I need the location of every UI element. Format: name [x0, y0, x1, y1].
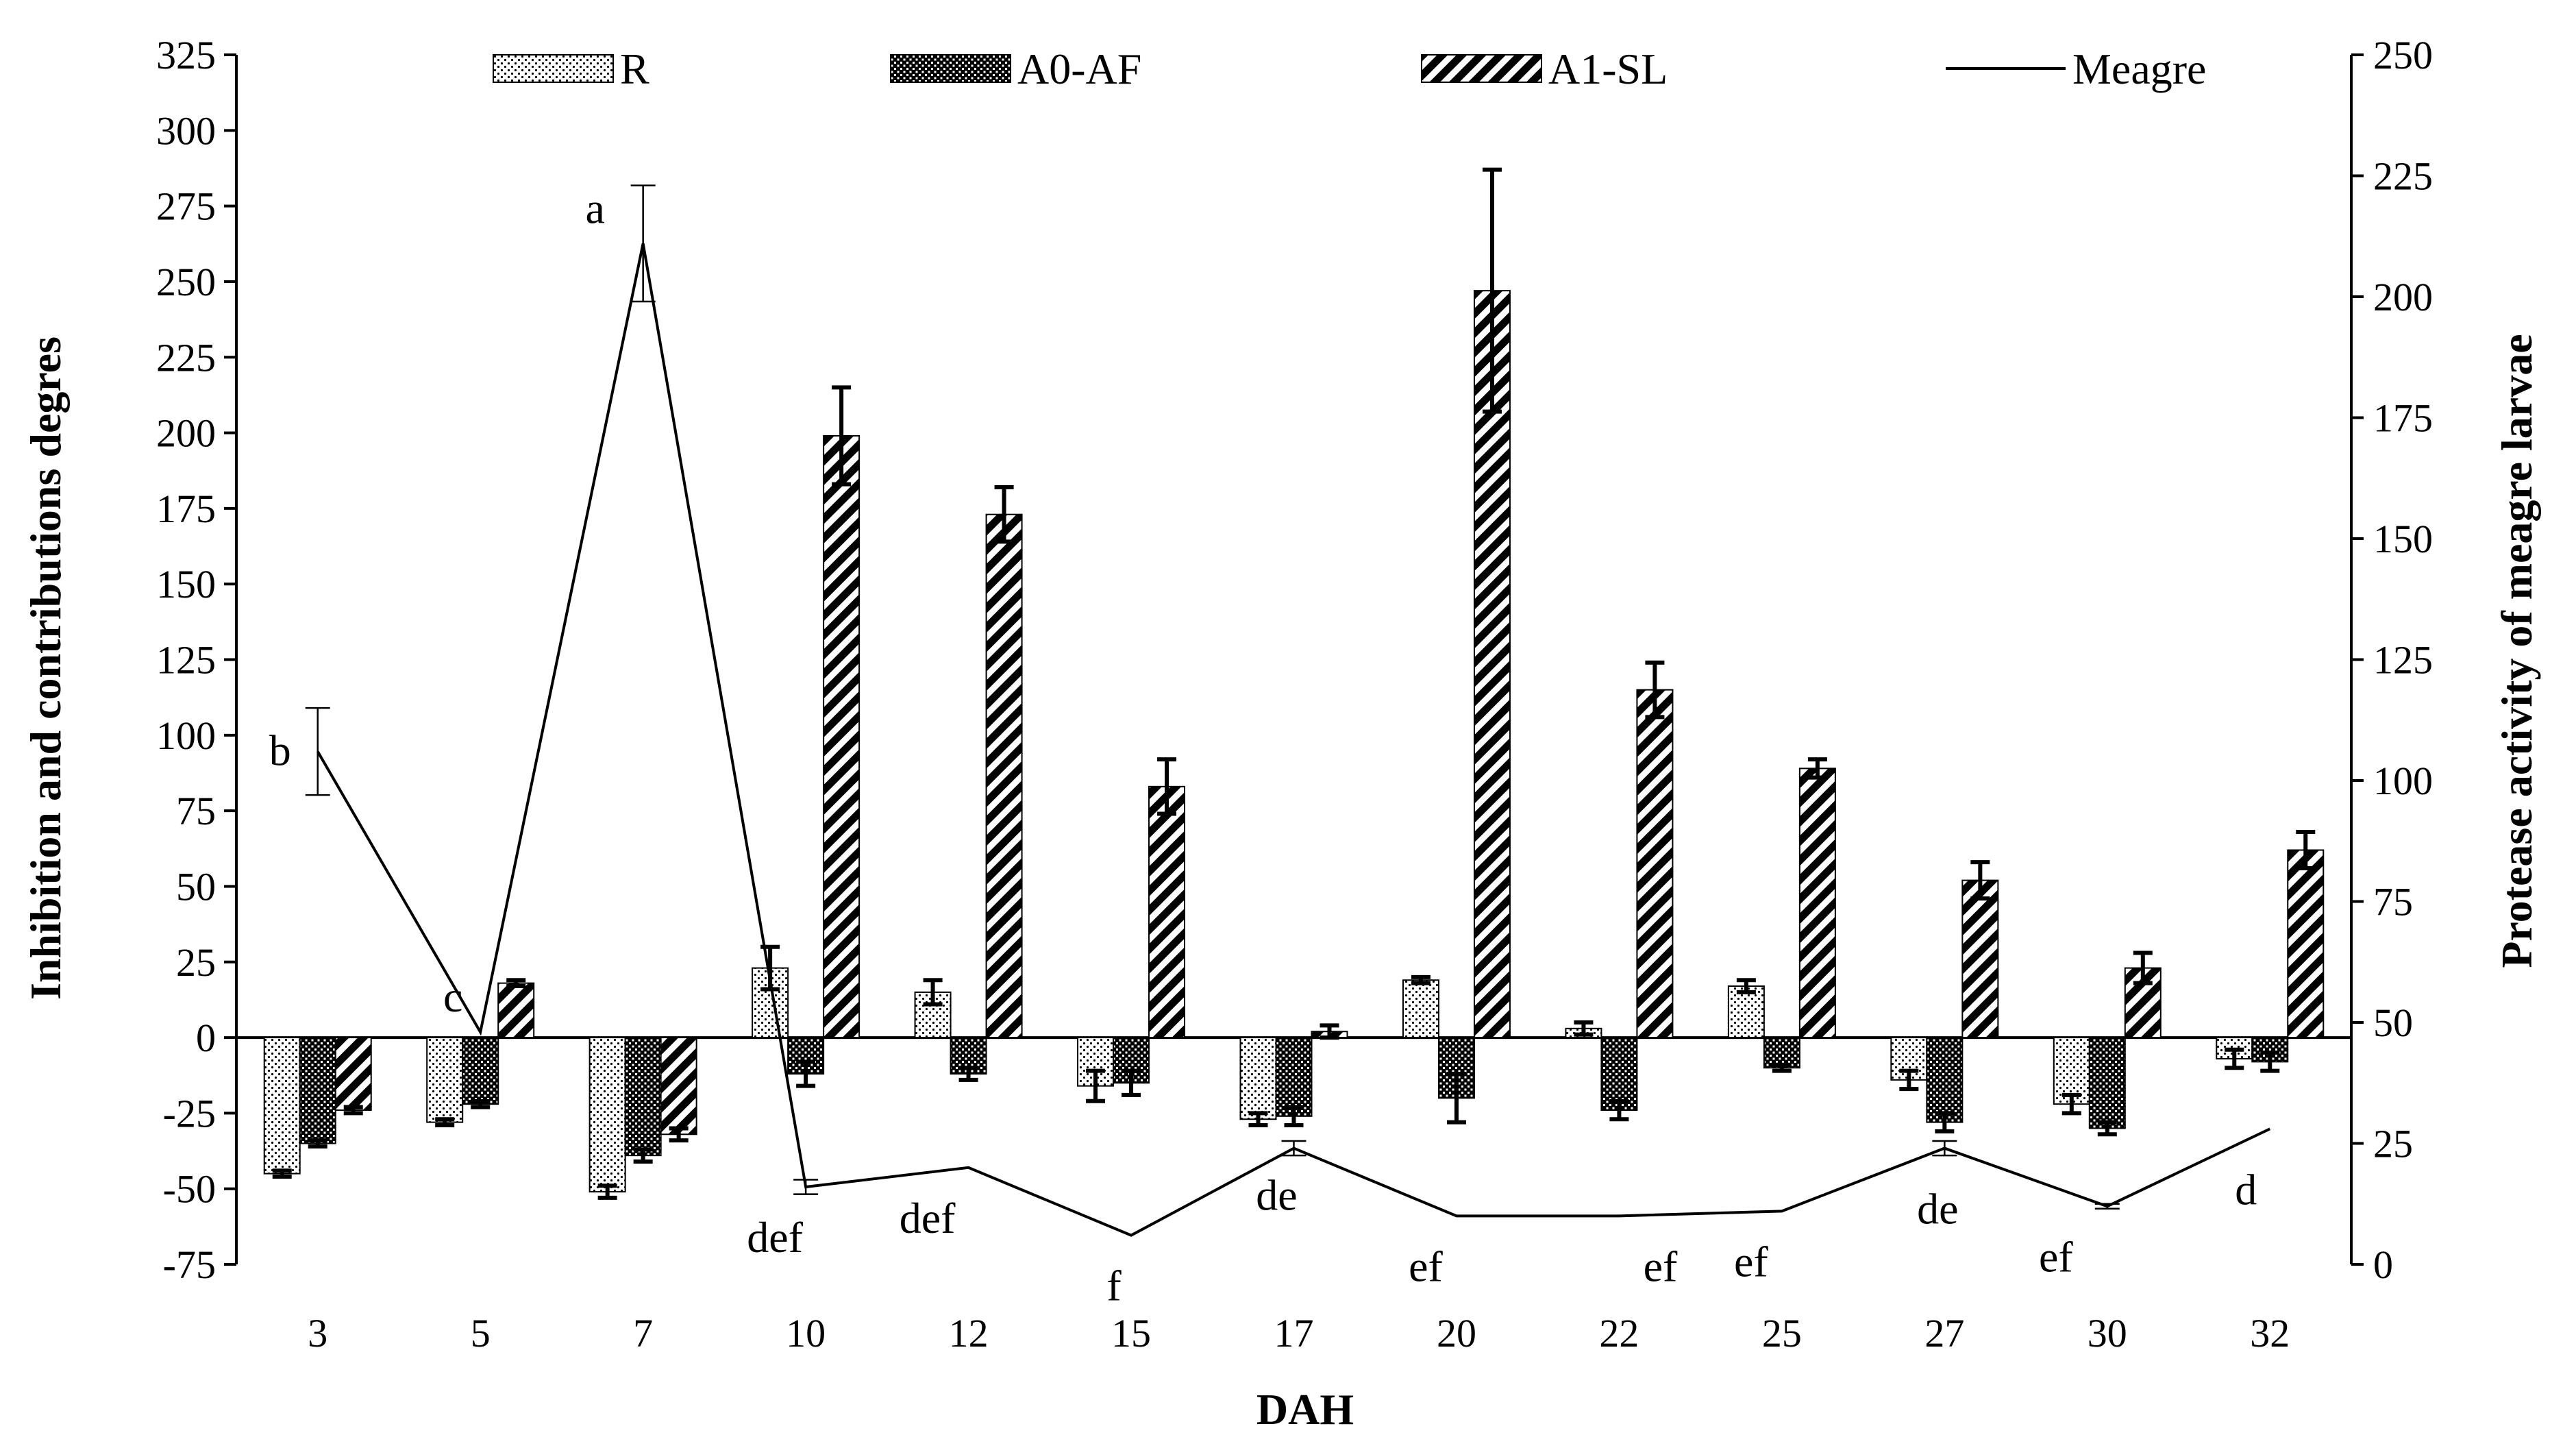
y2-tick-label: 50 [2373, 1001, 2413, 1045]
bar-a0-af [2088, 1037, 2126, 1129]
bar-a1-sl [985, 513, 1023, 1039]
y-tick-label: 250 [156, 260, 216, 304]
legend-label: Meagre [2072, 45, 2206, 93]
y2-tick-label: 150 [2373, 517, 2433, 561]
bars-group [263, 167, 2325, 1200]
significance-label: ef [1409, 1242, 1443, 1290]
bar-a0-af [299, 1037, 336, 1144]
x-tick-label: 15 [1111, 1311, 1151, 1355]
y2-tick-label: 175 [2373, 396, 2433, 441]
bar-a1-sl [1961, 879, 1999, 1039]
y-tick-label: -50 [163, 1167, 216, 1212]
bar-a1-sl [823, 434, 860, 1039]
bar-a0-af [1275, 1037, 1313, 1117]
y-tick-label: 200 [156, 411, 216, 456]
bar-r [1402, 979, 1439, 1039]
x-tick-label: 22 [1599, 1311, 1639, 1355]
y2-tick-label: 225 [2373, 154, 2433, 199]
y-tick-label: 125 [156, 638, 216, 683]
x-tick-label: 7 [633, 1311, 653, 1355]
x-tick-label: 32 [2250, 1311, 2290, 1355]
x-tick-label: 10 [786, 1311, 826, 1355]
bar-a0-af [624, 1037, 662, 1157]
y-tick-label: 0 [196, 1016, 216, 1060]
y2-tick-label: 100 [2373, 759, 2433, 803]
legend-label: A0-AF [1017, 45, 1141, 93]
x-tick-label: 17 [1274, 1311, 1314, 1355]
significance-label: def [747, 1213, 803, 1262]
significance-label: ef [1644, 1242, 1678, 1290]
legend-label: A1-SL [1548, 45, 1668, 93]
significance-label: de [1256, 1171, 1297, 1220]
x-tick-label: 5 [471, 1311, 491, 1355]
y2-tick-label: 125 [2373, 638, 2433, 683]
bar-a1-sl [660, 1037, 697, 1136]
bar-a1-sl [1798, 768, 1836, 1039]
y-tick-label: -75 [163, 1242, 216, 1287]
x-tick-label: 27 [1924, 1311, 1964, 1355]
y-tick-label: 225 [156, 335, 216, 380]
y-tick-label: 275 [156, 184, 216, 229]
y-axis-title: Inhibition and contributions degres [21, 336, 70, 1000]
bar-a1-sl [497, 982, 535, 1039]
meagre-line-group: b c a def def f de ef ef ef de ef d [269, 184, 2271, 1310]
bar-a1-sl [1473, 290, 1511, 1039]
significance-label: d [2235, 1165, 2257, 1214]
y-tick-label: 150 [156, 562, 216, 606]
legend-swatch-a0-af [890, 54, 1011, 83]
x-tick-label: 20 [1437, 1311, 1476, 1355]
bar-a0-af [1926, 1037, 1964, 1123]
significance-label: c [443, 972, 462, 1021]
legend-swatch-r [493, 54, 614, 83]
bar-a1-sl [1148, 785, 1186, 1039]
y-tick-label: 100 [156, 713, 216, 758]
bar-a1-sl [334, 1037, 372, 1111]
significance-label: ef [1734, 1237, 1768, 1286]
y-tick-label: 300 [156, 108, 216, 153]
y-tick-label: 325 [156, 33, 216, 77]
y2-axis-title: Protease activity of meagre larvae [2492, 334, 2541, 968]
bar-a1-sl [1636, 689, 1674, 1039]
y-tick-label: 175 [156, 487, 216, 531]
significance-label: de [1917, 1185, 1958, 1234]
x-axis-title: DAH [1256, 1385, 1354, 1434]
y-tick-label: -25 [163, 1091, 216, 1136]
x-tick-label: 30 [2088, 1311, 2127, 1355]
y2-tick-label: 200 [2373, 275, 2433, 319]
bar-r [589, 1037, 626, 1193]
y2-tick-label: 75 [2373, 880, 2413, 924]
x-tick-label: 25 [1762, 1311, 1802, 1355]
legend-swatch-a1-sl [1421, 54, 1542, 83]
y2-tick-label: 250 [2373, 33, 2433, 77]
x-tick-label: 12 [949, 1311, 989, 1355]
x-tick-label: 3 [308, 1311, 327, 1355]
y2-tick-label: 0 [2373, 1242, 2393, 1287]
y-tick-label: 75 [176, 789, 216, 833]
significance-label: ef [2039, 1232, 2073, 1281]
bar-a0-af [787, 1037, 825, 1075]
bar-r [263, 1037, 301, 1175]
significance-label: def [900, 1194, 956, 1242]
significance-label: f [1106, 1262, 1122, 1310]
bar-a0-af [1600, 1037, 1638, 1111]
legend: R A0-AF A1-SL Meagre [493, 45, 2206, 93]
y-tick-label: 25 [176, 940, 216, 985]
bar-r [426, 1037, 464, 1123]
y2-tick-label: 25 [2373, 1122, 2413, 1166]
bar-a1-sl [2287, 849, 2325, 1039]
significance-label: a [585, 184, 604, 232]
bar-r [1239, 1037, 1277, 1120]
significance-label: b [269, 726, 291, 775]
legend-label: R [620, 45, 649, 93]
axes-group: -75-50-250255075100125150175200225250275… [156, 33, 2433, 1355]
bar-a0-af [462, 1037, 499, 1105]
y-tick-label: 50 [176, 864, 216, 909]
